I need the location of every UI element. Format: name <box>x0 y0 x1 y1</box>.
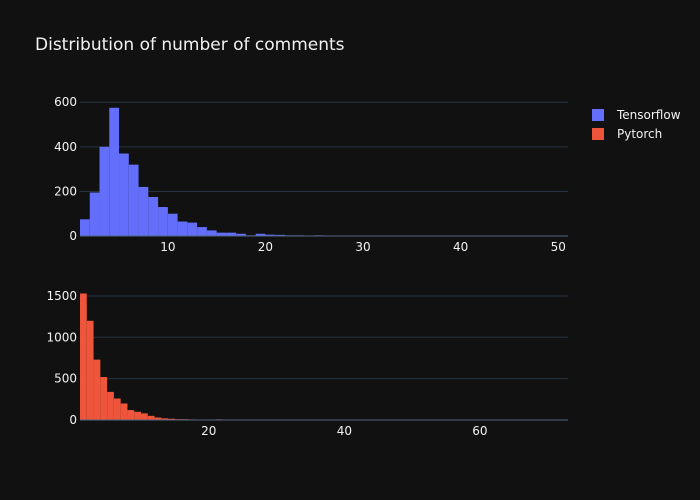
histogram-bar[interactable] <box>127 410 135 420</box>
histogram-bar[interactable] <box>134 411 141 420</box>
histogram-bar[interactable] <box>255 233 266 236</box>
histogram-bar[interactable] <box>100 377 108 420</box>
histogram-bar[interactable] <box>236 233 246 236</box>
histogram-bar[interactable] <box>275 234 285 236</box>
histogram-bar[interactable] <box>168 418 175 420</box>
histogram-bar[interactable] <box>265 234 276 236</box>
x-tick-label: 40 <box>453 240 468 254</box>
y-tick-label: 200 <box>54 184 77 198</box>
x-tick-label: 10 <box>160 240 175 254</box>
histogram-bar[interactable] <box>89 192 100 236</box>
y-tick-label: 1500 <box>46 289 77 303</box>
y-tick-label: 0 <box>69 229 77 243</box>
histogram-bar[interactable] <box>80 219 90 236</box>
subplot-tensorflow: 0 200 400 600 10 20 30 40 50 <box>54 95 568 254</box>
histogram-bar[interactable] <box>167 213 178 236</box>
legend-swatch <box>592 128 604 140</box>
chart-title: Distribution of number of comments <box>35 35 345 55</box>
histogram-bar[interactable] <box>93 359 101 420</box>
y-tick-label: 0 <box>69 413 77 427</box>
x-tick-label: 50 <box>551 240 566 254</box>
x-tick-label: 40 <box>337 424 352 438</box>
histogram-bar[interactable] <box>154 417 162 420</box>
histogram-bar[interactable] <box>119 153 129 236</box>
histogram-bar[interactable] <box>187 222 198 236</box>
histogram-bar[interactable] <box>107 391 114 420</box>
histogram-bar[interactable] <box>138 186 149 236</box>
legend-label: Tensorflow <box>616 108 681 122</box>
legend-label: Pytorch <box>617 127 662 141</box>
y-tick-label: 600 <box>54 95 77 109</box>
x-tick-label: 30 <box>355 240 370 254</box>
legend-swatch <box>592 109 604 121</box>
histogram-bar[interactable] <box>128 164 139 236</box>
legend-item-pytorch[interactable]: Pytorch <box>592 127 662 141</box>
histogram-bar[interactable] <box>148 196 159 236</box>
histogram-bar[interactable] <box>147 415 155 420</box>
histogram-bar[interactable] <box>120 403 128 420</box>
histogram-bar[interactable] <box>158 207 168 236</box>
legend[interactable]: Tensorflow Pytorch <box>592 108 681 141</box>
y-tick-label: 1000 <box>46 330 77 344</box>
histogram-bar[interactable] <box>226 232 237 236</box>
histogram-bar[interactable] <box>113 398 121 421</box>
x-tick-label: 60 <box>472 424 487 438</box>
histogram-bar[interactable] <box>99 146 110 236</box>
histogram-bar[interactable] <box>161 418 169 420</box>
x-tick-label: 20 <box>258 240 273 254</box>
x-tick-label: 20 <box>201 424 216 438</box>
legend-item-tensorflow[interactable]: Tensorflow <box>592 108 681 122</box>
histogram-bar[interactable] <box>197 227 207 236</box>
y-tick-label: 500 <box>54 372 77 386</box>
histogram-bar[interactable] <box>109 107 120 236</box>
y-tick-label: 400 <box>54 140 77 154</box>
histogram-bar[interactable] <box>141 413 148 420</box>
histogram-bar[interactable] <box>206 230 217 236</box>
histogram-bar[interactable] <box>86 320 94 420</box>
histogram-bar[interactable] <box>216 232 227 236</box>
histogram-bar[interactable] <box>177 221 188 236</box>
histogram-bar[interactable] <box>80 293 87 420</box>
subplot-pytorch: 0 500 1000 1500 20 40 60 <box>46 289 568 438</box>
